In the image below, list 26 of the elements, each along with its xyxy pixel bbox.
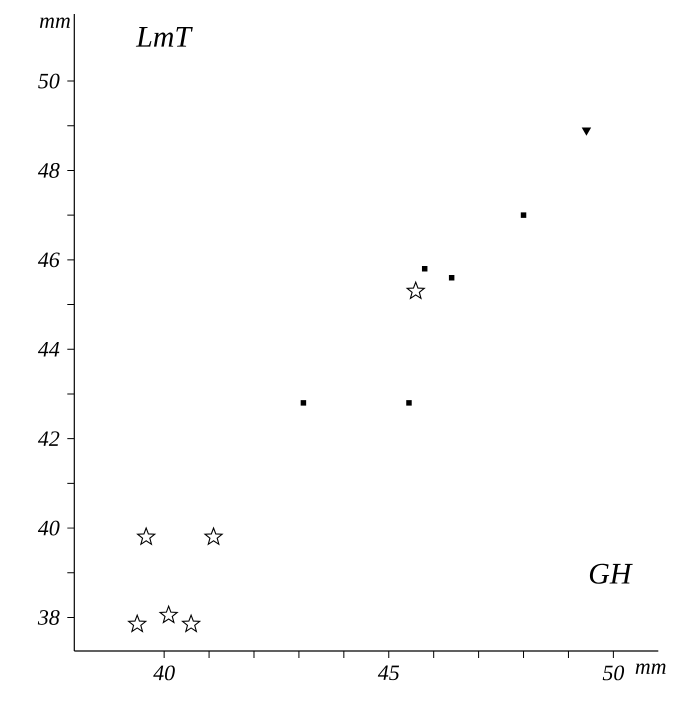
y-tick-label: 42 — [38, 431, 60, 446]
y-tick-label: 44 — [38, 342, 60, 356]
y-tick-label: 38 — [38, 610, 60, 625]
point — [406, 282, 425, 299]
point — [128, 614, 146, 632]
y-axis-title: LmT — [136, 27, 193, 47]
text: mm — [636, 664, 666, 674]
y-tick-label: 46 — [38, 252, 60, 268]
x-tick-label: 45 — [378, 666, 400, 680]
y-tick-label: 40 — [38, 520, 60, 536]
x-tick-label: 50 — [602, 666, 624, 680]
point — [160, 606, 178, 624]
point — [520, 212, 526, 218]
x-axis-title: GH — [590, 564, 633, 584]
point — [582, 127, 591, 136]
x-tick-label: 40 — [153, 666, 175, 680]
text: mm — [40, 18, 70, 28]
point — [182, 614, 200, 632]
point — [137, 527, 156, 545]
point — [448, 274, 454, 280]
y-tick-label: 48 — [38, 163, 60, 178]
point — [300, 400, 306, 406]
point — [406, 400, 412, 406]
point — [204, 527, 223, 545]
point — [422, 266, 428, 272]
y-tick-label: 50 — [38, 74, 60, 88]
